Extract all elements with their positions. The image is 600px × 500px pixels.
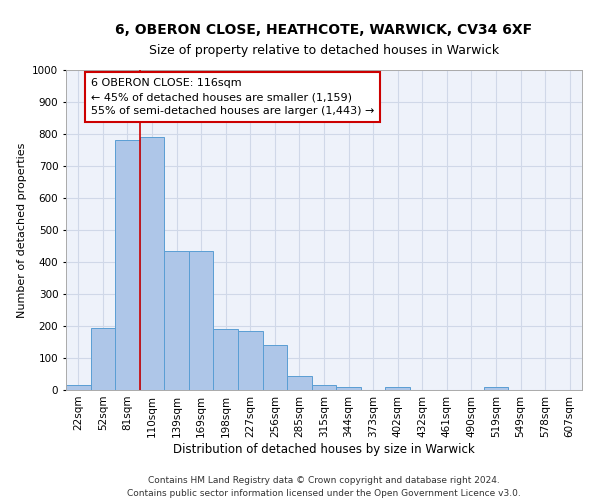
Bar <box>336 387 361 390</box>
Bar <box>238 331 263 390</box>
Bar <box>91 328 115 390</box>
Text: 6 OBERON CLOSE: 116sqm
← 45% of detached houses are smaller (1,159)
55% of semi-: 6 OBERON CLOSE: 116sqm ← 45% of detached… <box>91 78 374 116</box>
Bar <box>66 385 91 390</box>
Bar <box>287 376 312 390</box>
Bar <box>263 345 287 390</box>
Text: 6, OBERON CLOSE, HEATHCOTE, WARWICK, CV34 6XF: 6, OBERON CLOSE, HEATHCOTE, WARWICK, CV3… <box>115 22 533 36</box>
Bar <box>164 251 189 390</box>
Bar <box>385 387 410 390</box>
Text: Contains HM Land Registry data © Crown copyright and database right 2024.
Contai: Contains HM Land Registry data © Crown c… <box>127 476 521 498</box>
Bar <box>189 251 214 390</box>
Bar <box>115 140 140 390</box>
Bar <box>484 387 508 390</box>
X-axis label: Distribution of detached houses by size in Warwick: Distribution of detached houses by size … <box>173 442 475 456</box>
Bar <box>312 385 336 390</box>
Bar <box>214 329 238 390</box>
Bar <box>140 137 164 390</box>
Text: Size of property relative to detached houses in Warwick: Size of property relative to detached ho… <box>149 44 499 57</box>
Y-axis label: Number of detached properties: Number of detached properties <box>17 142 26 318</box>
